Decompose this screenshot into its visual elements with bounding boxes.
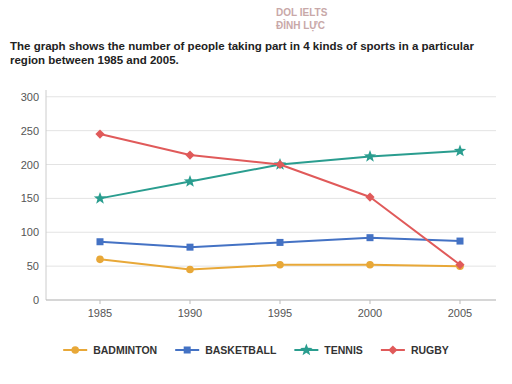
marker	[185, 150, 194, 159]
marker	[97, 238, 104, 245]
chart: DOL IELTSĐÌNH LỰC The graph shows the num…	[0, 0, 512, 384]
marker	[367, 234, 374, 241]
legend-label: BADMINTON	[93, 344, 157, 356]
legend-label: RUGBY	[411, 344, 449, 356]
legend: BADMINTON BASKETBALL TENNIS RUGBY	[63, 344, 449, 357]
x-tick	[190, 300, 191, 304]
marker	[366, 261, 374, 269]
y-tick-label: 50	[27, 260, 39, 272]
marker	[94, 192, 106, 204]
marker	[95, 129, 104, 138]
series	[96, 256, 464, 274]
marker	[184, 347, 191, 354]
marker	[365, 192, 374, 201]
title-line: region between 1985 and 2005.	[10, 54, 179, 66]
x-tick-label: 1995	[268, 307, 292, 319]
marker	[277, 239, 284, 246]
marker	[187, 244, 194, 251]
series-line	[100, 151, 460, 198]
marker	[364, 150, 376, 162]
y-tick-label: 150	[21, 192, 39, 204]
marker	[457, 238, 464, 245]
x-tick	[460, 300, 461, 304]
marker	[96, 256, 104, 264]
x-tick	[370, 300, 371, 304]
grid-line	[46, 130, 496, 131]
page: {"chart_data": { "type": "line", "title"…	[0, 0, 512, 384]
marker	[275, 160, 284, 169]
x-axis-line	[46, 300, 496, 301]
x-tick-label: 2005	[448, 307, 472, 319]
legend-label: TENNIS	[324, 344, 363, 356]
marker	[300, 344, 312, 356]
series	[94, 144, 466, 203]
y-tick-label: 250	[21, 125, 39, 137]
grid-line	[46, 96, 496, 97]
y-tick-label: 0	[33, 294, 39, 306]
series	[95, 129, 464, 269]
grid-line	[46, 198, 496, 199]
title-line: The graph shows the number of people tak…	[10, 40, 474, 52]
marker	[71, 346, 79, 354]
x-tick	[100, 300, 101, 304]
series-line	[100, 238, 460, 247]
marker	[454, 144, 466, 156]
series-line	[100, 259, 460, 269]
annotation: DOL IELTS	[276, 7, 328, 18]
x-tick-label: 2000	[358, 307, 382, 319]
x-tick-label: 1990	[178, 307, 202, 319]
series	[97, 234, 464, 250]
x-tick-label: 1985	[88, 307, 112, 319]
y-tick-label: 200	[21, 159, 39, 171]
y-tick-label: 300	[21, 91, 39, 103]
plot-area	[94, 129, 466, 273]
y-axis-line	[46, 90, 47, 300]
grid-line	[46, 300, 496, 301]
x-tick	[280, 300, 281, 304]
marker	[276, 261, 284, 269]
grid-line	[46, 232, 496, 233]
marker	[455, 260, 464, 269]
legend-label: BASKETBALL	[205, 344, 277, 356]
annotation: ĐÌNH LỰC	[276, 19, 325, 32]
marker	[388, 345, 397, 354]
marker	[184, 175, 196, 187]
marker	[186, 266, 194, 274]
title: The graph shows the number of people tak…	[10, 40, 474, 66]
series-line	[100, 134, 460, 265]
y-tick-label: 100	[21, 226, 39, 238]
